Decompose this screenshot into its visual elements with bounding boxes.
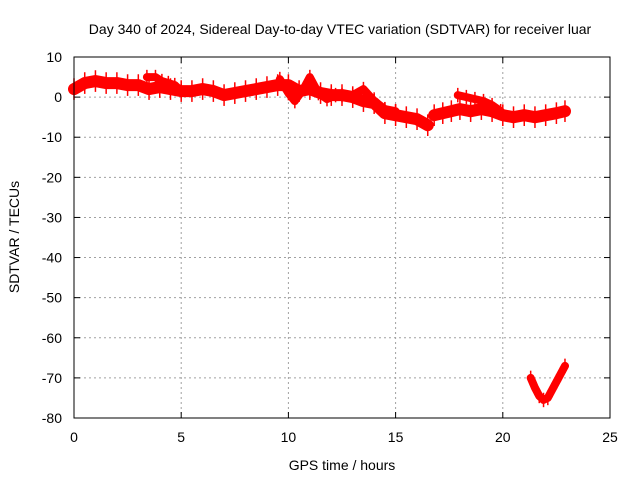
x-tick-label: 5 xyxy=(177,429,185,445)
x-tick-label: 20 xyxy=(495,429,511,445)
series-late-upper-trace xyxy=(453,87,505,119)
y-tick-label: -60 xyxy=(42,330,62,346)
y-tick-label: -40 xyxy=(42,250,62,266)
series-band xyxy=(275,73,340,106)
series-layer xyxy=(67,69,572,408)
plot-frame xyxy=(73,56,611,419)
series-secondary-trace-near-4h xyxy=(142,69,186,99)
x-axis-label: GPS time / hours xyxy=(289,457,396,473)
x-tick-label: 10 xyxy=(281,429,297,445)
y-tick-label: -70 xyxy=(42,370,62,386)
series-outlier-arc xyxy=(526,358,570,408)
x-tick-label: 15 xyxy=(388,429,404,445)
y-tick-label: -10 xyxy=(42,129,62,145)
series-secondary-trace-12-14h xyxy=(327,81,400,119)
series-band xyxy=(67,75,434,132)
y-tick-label: 10 xyxy=(46,49,62,65)
chart-title: Day 340 of 2024, Sidereal Day-to-day VTE… xyxy=(89,21,592,37)
y-axis-label: SDTVAR / TECUs xyxy=(6,181,22,293)
series-secondary-trace-9-12h xyxy=(275,69,340,109)
y-tick-label: -80 xyxy=(42,410,62,426)
x-tick-label: 25 xyxy=(602,429,618,445)
y-tick-label: 0 xyxy=(54,89,62,105)
y-tick-label: -50 xyxy=(42,290,62,306)
y-tick-label: -30 xyxy=(42,209,62,225)
y-tick-label: -20 xyxy=(42,169,62,185)
x-tick-label: 0 xyxy=(70,429,78,445)
